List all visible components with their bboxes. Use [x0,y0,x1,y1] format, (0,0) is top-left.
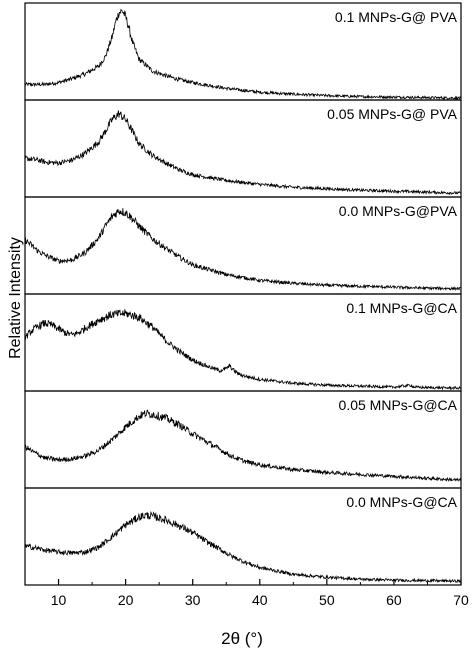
panel-4: 0.1 MNPs-G@CA [24,293,462,392]
x-tick-label: 40 [252,592,268,608]
series-line [24,510,462,584]
series-line [24,208,462,292]
series-line [24,110,462,196]
series-label: 0.1 MNPs-G@CA [346,300,457,316]
x-axis-label: 2θ (°) [221,629,263,648]
x-tick-label: 20 [118,592,134,608]
series-line [24,309,462,391]
series-label: 0.1 MNPs-G@ PVA [335,9,458,25]
panel-5: 0.05 MNPs-G@CA [24,390,462,489]
x-tick-label: 60 [386,592,402,608]
panel-1: 0.1 MNPs-G@ PVA [24,2,462,101]
series-label: 0.05 MNPs-G@ PVA [327,106,458,122]
x-tick-label: 30 [185,592,201,608]
series-line [24,409,462,483]
chart-panels: 0.1 MNPs-G@ PVA 0.05 MNPs-G@ PVA 0.0 MNPs-… [24,2,462,586]
series-label: 0.05 MNPs-G@CA [339,397,458,413]
panel-6: 0.0 MNPs-G@CA [24,487,462,586]
x-tick-label: 50 [319,592,335,608]
panel-frame [24,487,462,586]
x-tick-label: 70 [453,592,469,608]
x-tick-label: 10 [51,592,67,608]
series-label: 0.0 MNPs-G@CA [346,494,457,510]
panel-3: 0.0 MNPs-G@PVA [24,196,462,295]
x-axis: 10 20 30 40 50 60 70 [24,579,469,608]
series-label: 0.0 MNPs-G@PVA [339,203,458,219]
series-line [24,8,462,101]
panel-2: 0.05 MNPs-G@ PVA [24,99,462,198]
y-axis-label: Relative Intensity [7,237,24,359]
